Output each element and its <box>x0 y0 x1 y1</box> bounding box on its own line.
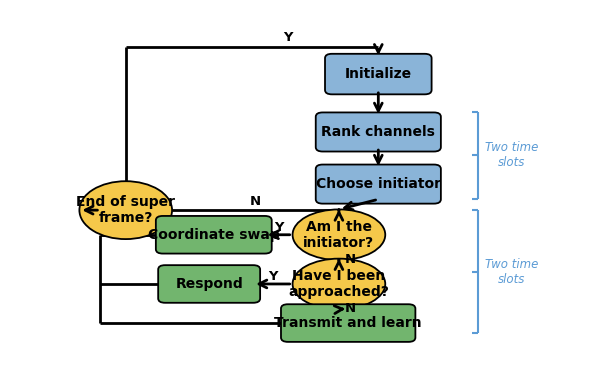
Ellipse shape <box>80 181 172 239</box>
Text: Choose initiator: Choose initiator <box>316 177 441 191</box>
Text: Two time
slots: Two time slots <box>485 258 538 286</box>
FancyBboxPatch shape <box>316 165 441 204</box>
FancyBboxPatch shape <box>156 216 271 253</box>
Text: Coordinate swap: Coordinate swap <box>148 228 280 242</box>
FancyBboxPatch shape <box>325 54 432 94</box>
Text: Y: Y <box>274 221 283 234</box>
Text: Initialize: Initialize <box>345 67 412 81</box>
FancyBboxPatch shape <box>281 304 416 342</box>
Text: N: N <box>345 253 356 266</box>
Text: Am I the
initiator?: Am I the initiator? <box>303 220 374 250</box>
Ellipse shape <box>292 259 385 309</box>
Text: Rank channels: Rank channels <box>321 125 435 139</box>
Text: N: N <box>345 302 356 315</box>
Text: End of super
frame?: End of super frame? <box>76 195 175 225</box>
Text: Y: Y <box>268 270 277 283</box>
Text: Y: Y <box>283 31 292 44</box>
Ellipse shape <box>292 209 385 260</box>
FancyBboxPatch shape <box>316 112 441 152</box>
FancyBboxPatch shape <box>158 265 260 303</box>
Text: N: N <box>250 195 261 208</box>
Text: Have I been
approached?: Have I been approached? <box>288 269 389 299</box>
Text: Two time
slots: Two time slots <box>485 141 538 169</box>
Text: Transmit and learn: Transmit and learn <box>274 316 422 330</box>
Text: Respond: Respond <box>175 277 243 291</box>
